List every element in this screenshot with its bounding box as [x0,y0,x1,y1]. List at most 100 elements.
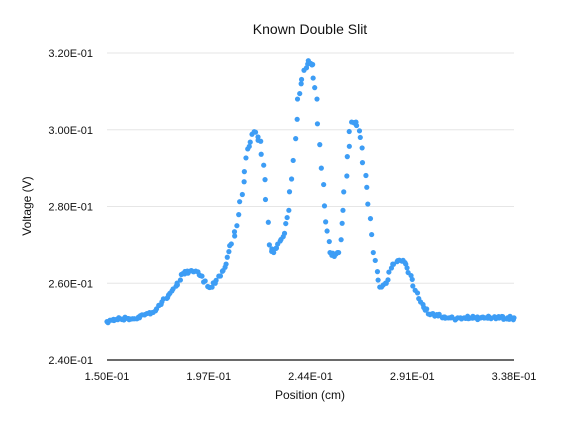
data-point [284,214,290,221]
data-point [261,162,267,168]
data-point [367,215,374,222]
data-point [234,223,240,229]
data-point [356,128,363,134]
data-point [321,181,327,188]
data-point [324,228,330,234]
data-point [223,261,229,267]
data-point [310,61,316,68]
x-tick-label: 1.97E-01 [186,371,231,383]
data-point [239,191,245,198]
data-point [314,121,321,127]
data-point [224,254,230,260]
data-point [318,165,324,171]
data-point [359,160,366,166]
data-point [273,245,280,251]
data-point [217,273,224,279]
data-point [511,315,517,321]
data-point [246,143,252,150]
data-point [243,155,249,161]
chart-title: Known Double Slit [253,21,368,37]
data-point [385,277,391,283]
data-point [202,278,208,284]
data-point [232,233,238,239]
data-point [237,199,243,205]
data-point [231,229,238,235]
data-point [390,261,397,267]
data-point [375,277,381,283]
data-point [298,76,305,83]
data-point [294,116,300,122]
y-tick-label: 3.20E-01 [48,48,93,60]
data-point [258,138,264,144]
data-point [386,269,392,275]
data-point [266,242,272,248]
data-points [104,58,517,326]
data-point [262,177,268,183]
data-point [353,122,360,129]
y-tick-label: 2.80E-01 [48,202,93,214]
data-point [409,276,415,283]
data-point [404,265,410,271]
data-point [177,277,184,283]
data-point [369,231,375,238]
data-point [290,157,296,164]
x-tick-label: 2.44E-01 [288,371,333,383]
data-point [258,151,264,157]
data-point [252,129,259,135]
data-point [241,179,247,185]
data-point [317,142,323,148]
data-point [241,169,247,175]
data-point [336,249,342,256]
data-point [286,207,292,213]
data-point [364,184,370,190]
data-point [346,128,352,135]
data-point [281,230,288,236]
data-point [414,290,421,296]
data-point [323,219,329,225]
data-point [293,136,299,142]
data-point [374,269,381,275]
data-point [341,189,347,195]
data-point [288,176,295,182]
data-point [339,220,345,226]
data-point [344,154,350,160]
data-point [213,277,219,283]
data-point [228,241,234,247]
data-point [271,249,277,256]
data-point [314,96,320,102]
y-tick-label: 2.60E-01 [48,278,93,290]
data-point [265,219,271,225]
data-point [286,189,293,195]
data-point [359,145,365,151]
y-gridlines [107,52,514,284]
data-point [346,143,352,149]
data-point [209,284,215,290]
x-tick-label: 1.50E-01 [85,371,130,383]
x-axis-label: Position (cm) [275,388,345,402]
data-point [297,90,303,97]
data-point [236,212,242,218]
data-point [294,96,301,102]
data-point [174,280,180,286]
data-point [247,139,253,145]
data-point [436,311,442,317]
data-point [338,237,344,243]
data-point [424,306,430,312]
y-tick-label: 2.40E-01 [48,355,93,367]
data-point [312,85,318,91]
data-point [262,196,269,203]
data-point [363,172,369,179]
data-point [365,201,371,207]
data-point [298,81,304,87]
data-point [372,257,378,264]
data-point [199,273,205,279]
y-tick-label: 3.00E-01 [48,125,93,137]
y-axis-label: Voltage (V) [20,176,34,235]
x-tick-label: 2.91E-01 [390,371,435,383]
data-point [310,75,316,81]
x-tick-labels: 1.50E-01 1.97E-01 2.44E-01 2.91E-01 3.38E-01 [85,371,537,383]
data-point [410,283,416,289]
data-point [344,173,350,179]
data-point [370,249,376,256]
